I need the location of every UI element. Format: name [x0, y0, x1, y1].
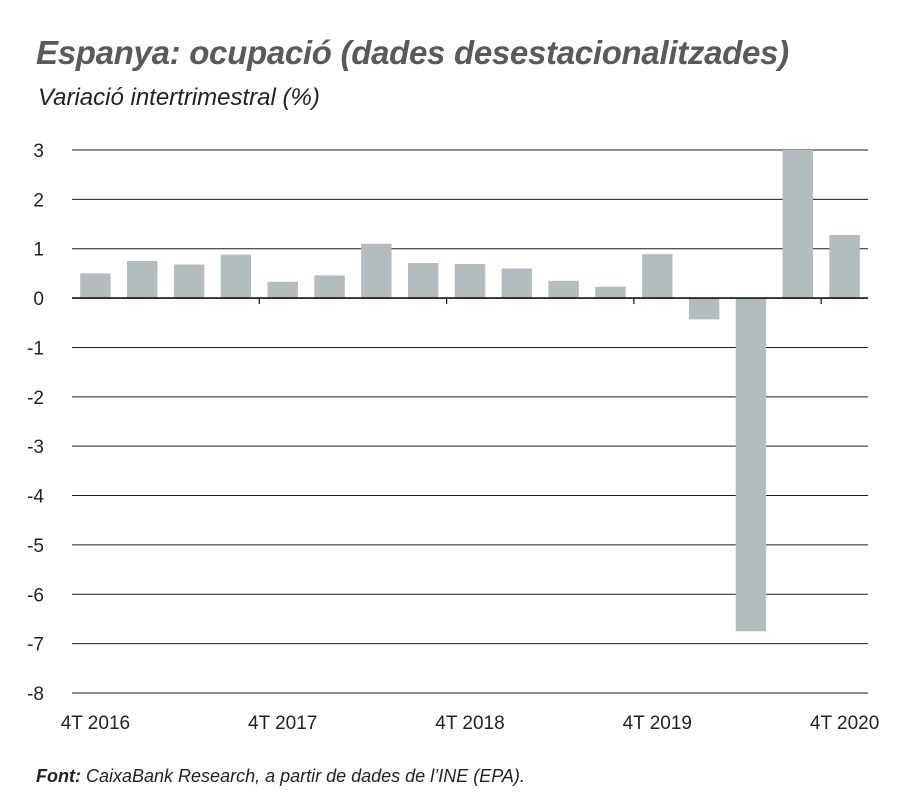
- bar: [829, 234, 860, 299]
- source-label: Font:: [36, 766, 81, 786]
- bar: [267, 281, 298, 299]
- bar: [595, 286, 626, 299]
- bar: [642, 254, 673, 299]
- x-tick-label: 4T 2017: [248, 713, 317, 734]
- y-tick-label: 3: [33, 141, 44, 162]
- source-text: CaixaBank Research, a partir de dades de…: [86, 766, 525, 786]
- bar: [501, 268, 533, 299]
- y-tick-label: -8: [27, 684, 44, 705]
- y-tick-label: -5: [27, 536, 44, 557]
- bar: [220, 254, 252, 299]
- y-tick-label: -3: [27, 437, 44, 458]
- chart-subtitle: Variació intertrimestral (%): [38, 84, 320, 111]
- x-tick-label: 4T 2020: [810, 713, 879, 734]
- bar: [688, 298, 720, 320]
- y-tick-label: 0: [33, 289, 44, 310]
- x-tick-label: 4T 2018: [435, 713, 504, 734]
- bar-chart: 3 2 1 0 -1 -2 -3 -4 -5 -6 -7 -8 4T 2016 4T 2017 4T 201…: [27, 141, 879, 734]
- chart-title: Espanya: ocupació (dades desestacionalit…: [36, 34, 789, 71]
- x-tick-label: 4T 2019: [623, 713, 692, 734]
- y-tick-label: -2: [27, 388, 44, 409]
- y-tick-label: 2: [33, 190, 44, 211]
- bar: [314, 275, 345, 299]
- y-tick-label: -7: [27, 635, 44, 656]
- bar: [548, 280, 579, 299]
- y-tick-label: 1: [33, 240, 44, 261]
- y-tick-label: -1: [27, 338, 44, 359]
- bar: [173, 264, 205, 299]
- bar: [407, 263, 439, 299]
- y-tick-label: -4: [27, 487, 44, 508]
- y-tick-label: -6: [27, 585, 44, 606]
- bar: [127, 261, 158, 299]
- bar: [454, 264, 486, 299]
- bar: [80, 273, 111, 299]
- x-tick-label: 4T 2016: [61, 713, 130, 734]
- bar: [361, 243, 392, 299]
- source-note: Font: CaixaBank Research, a partir de da…: [36, 766, 525, 787]
- bar: [782, 150, 813, 299]
- bar: [735, 298, 767, 632]
